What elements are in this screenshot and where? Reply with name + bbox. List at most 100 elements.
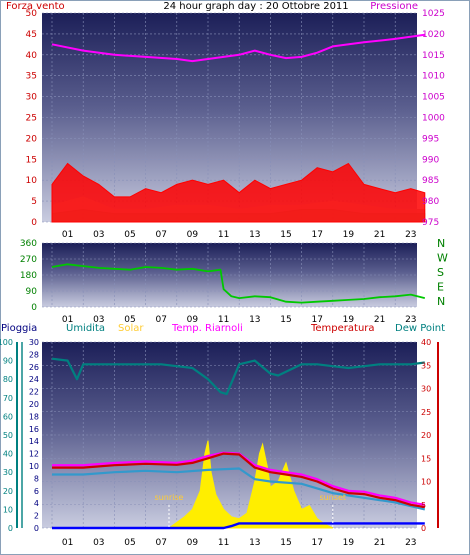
chart_data.0-x-tick-21: 21 [374, 230, 385, 240]
pioggia-tick: 10 [3, 505, 13, 514]
umidita-tick: 26 [29, 363, 39, 372]
series-umidita [51, 357, 425, 396]
direction-tick: 180 [20, 271, 37, 281]
right-tick: 1025 [422, 9, 445, 19]
chart_data.2-x-tick-23: 23 [405, 538, 416, 548]
chart-title: 24 hour graph day : 20 Ottobre 2011 [163, 1, 348, 12]
temp-tick: 10 [421, 478, 431, 487]
compass-label: W [437, 252, 448, 265]
chart_data.1-x-tick-17: 17 [311, 315, 322, 325]
right-tick: 985 [422, 176, 439, 186]
series-direzione [51, 263, 426, 304]
umidita-tick: 24 [29, 375, 39, 384]
chart_data.2-x-tick-19: 19 [343, 538, 355, 548]
temp-tick: 40 [421, 338, 431, 347]
umidita-tick: 10 [29, 462, 39, 471]
chart_data.1-x-tick-09: 09 [187, 315, 199, 325]
chart_data.1-x-tick-19: 19 [343, 315, 355, 325]
right-tick: 1000 [422, 114, 445, 124]
pioggia-tick: 30 [3, 468, 13, 477]
compass-label: E [437, 281, 444, 294]
chart_data.0-x-tick-09: 09 [187, 230, 199, 240]
legend: Pioggia Umidita Solar Temp. Riarnoli Tempera… [1, 323, 445, 334]
chart_data.0-x-tick-13: 13 [249, 230, 260, 240]
direction-tick: 90 [26, 287, 38, 297]
chart_data.0-x-tick-23: 23 [405, 230, 416, 240]
pioggia-tick: 80 [3, 375, 13, 384]
left-tick: 45 [26, 30, 37, 40]
legend-item: Pioggia [1, 323, 37, 334]
umidita-tick: 8 [34, 474, 39, 483]
temp-tick: 15 [421, 454, 431, 463]
left-tick: 40 [26, 51, 38, 61]
legend-item: Temp. Riarnoli [171, 323, 243, 334]
temp-tick: 30 [421, 385, 431, 394]
chart_data.1-x-tick-05: 05 [124, 315, 135, 325]
umidita-tick: 14 [29, 437, 39, 446]
pioggia-tick: 0 [8, 524, 13, 533]
temp-tick: 0 [421, 524, 426, 533]
left-tick: 50 [26, 9, 38, 19]
chart_data.0-x-tick-01: 01 [62, 230, 73, 240]
chart_data.2-x-tick-05: 05 [124, 538, 135, 548]
right-tick: 1010 [422, 72, 445, 82]
compass-label: N [437, 237, 445, 250]
chart_data.0-x-tick-11: 11 [218, 230, 229, 240]
temp-tick: 20 [421, 431, 431, 440]
chart_data.1-x-tick-11: 11 [218, 315, 229, 325]
series-temperatura [52, 452, 425, 509]
pioggia-tick: 20 [3, 487, 13, 496]
chart_data.2-x-tick-09: 09 [187, 538, 199, 548]
chart_data.1-x-tick-07: 07 [155, 315, 166, 325]
chart_data.0-x-tick-17: 17 [311, 230, 322, 240]
chart_data.0-x-tick-05: 05 [124, 230, 135, 240]
chart_data.2-x-tick-17: 17 [311, 538, 322, 548]
right-tick: 1020 [422, 30, 445, 40]
compass-label: S [437, 266, 444, 279]
umidita-tick: 12 [29, 450, 39, 459]
umidita-tick: 28 [29, 350, 39, 359]
chart_data.2-x-tick-11: 11 [218, 538, 229, 548]
direction-tick: 360 [20, 239, 37, 249]
temp-tick: 25 [421, 408, 431, 417]
pioggia-tick: 70 [3, 394, 13, 403]
chart_data.0-x-tick-07: 07 [155, 230, 166, 240]
annotation-sunrise: sunrise [155, 493, 184, 502]
chart_data.2-x-tick-21: 21 [374, 538, 385, 548]
chart_data.0-x-tick-15: 15 [280, 230, 291, 240]
umidita-tick: 20 [29, 400, 39, 409]
left-axis-label: Forza vento [6, 1, 65, 12]
umidita-tick: 22 [29, 388, 39, 397]
left-tick: 25 [26, 114, 37, 124]
series-solar [167, 440, 334, 529]
umidita-tick: 18 [29, 412, 39, 421]
series-raffica [51, 162, 426, 223]
chart_data.2-x-tick-01: 01 [62, 538, 73, 548]
series-dew-point [52, 467, 426, 511]
left-tick: 30 [26, 93, 38, 103]
compass-label: N [437, 295, 445, 308]
pioggia-tick: 90 [3, 357, 13, 366]
chart_data.2-x-tick-13: 13 [249, 538, 260, 548]
right-tick: 980 [422, 197, 439, 207]
right-tick: 1015 [422, 51, 445, 61]
chart_data.1-x-tick-23: 23 [405, 315, 416, 325]
chart_data.0-x-tick-19: 19 [343, 230, 355, 240]
legend-item: Temperatura [310, 323, 375, 334]
left-tick: 0 [31, 218, 37, 228]
chart_data.1-x-tick-01: 01 [62, 315, 73, 325]
umidita-tick: 4 [34, 499, 39, 508]
left-tick: 10 [26, 176, 38, 186]
umidita-tick: 6 [34, 487, 39, 496]
chart_data.1-x-tick-21: 21 [374, 315, 385, 325]
left-tick: 35 [26, 72, 37, 82]
legend-item: Dew Point [395, 323, 445, 334]
pioggia-tick: 40 [3, 450, 13, 459]
chart_data.2-x-tick-15: 15 [280, 538, 291, 548]
temp-tick: 35 [421, 361, 431, 370]
chart_data.1-x-tick-13: 13 [249, 315, 260, 325]
